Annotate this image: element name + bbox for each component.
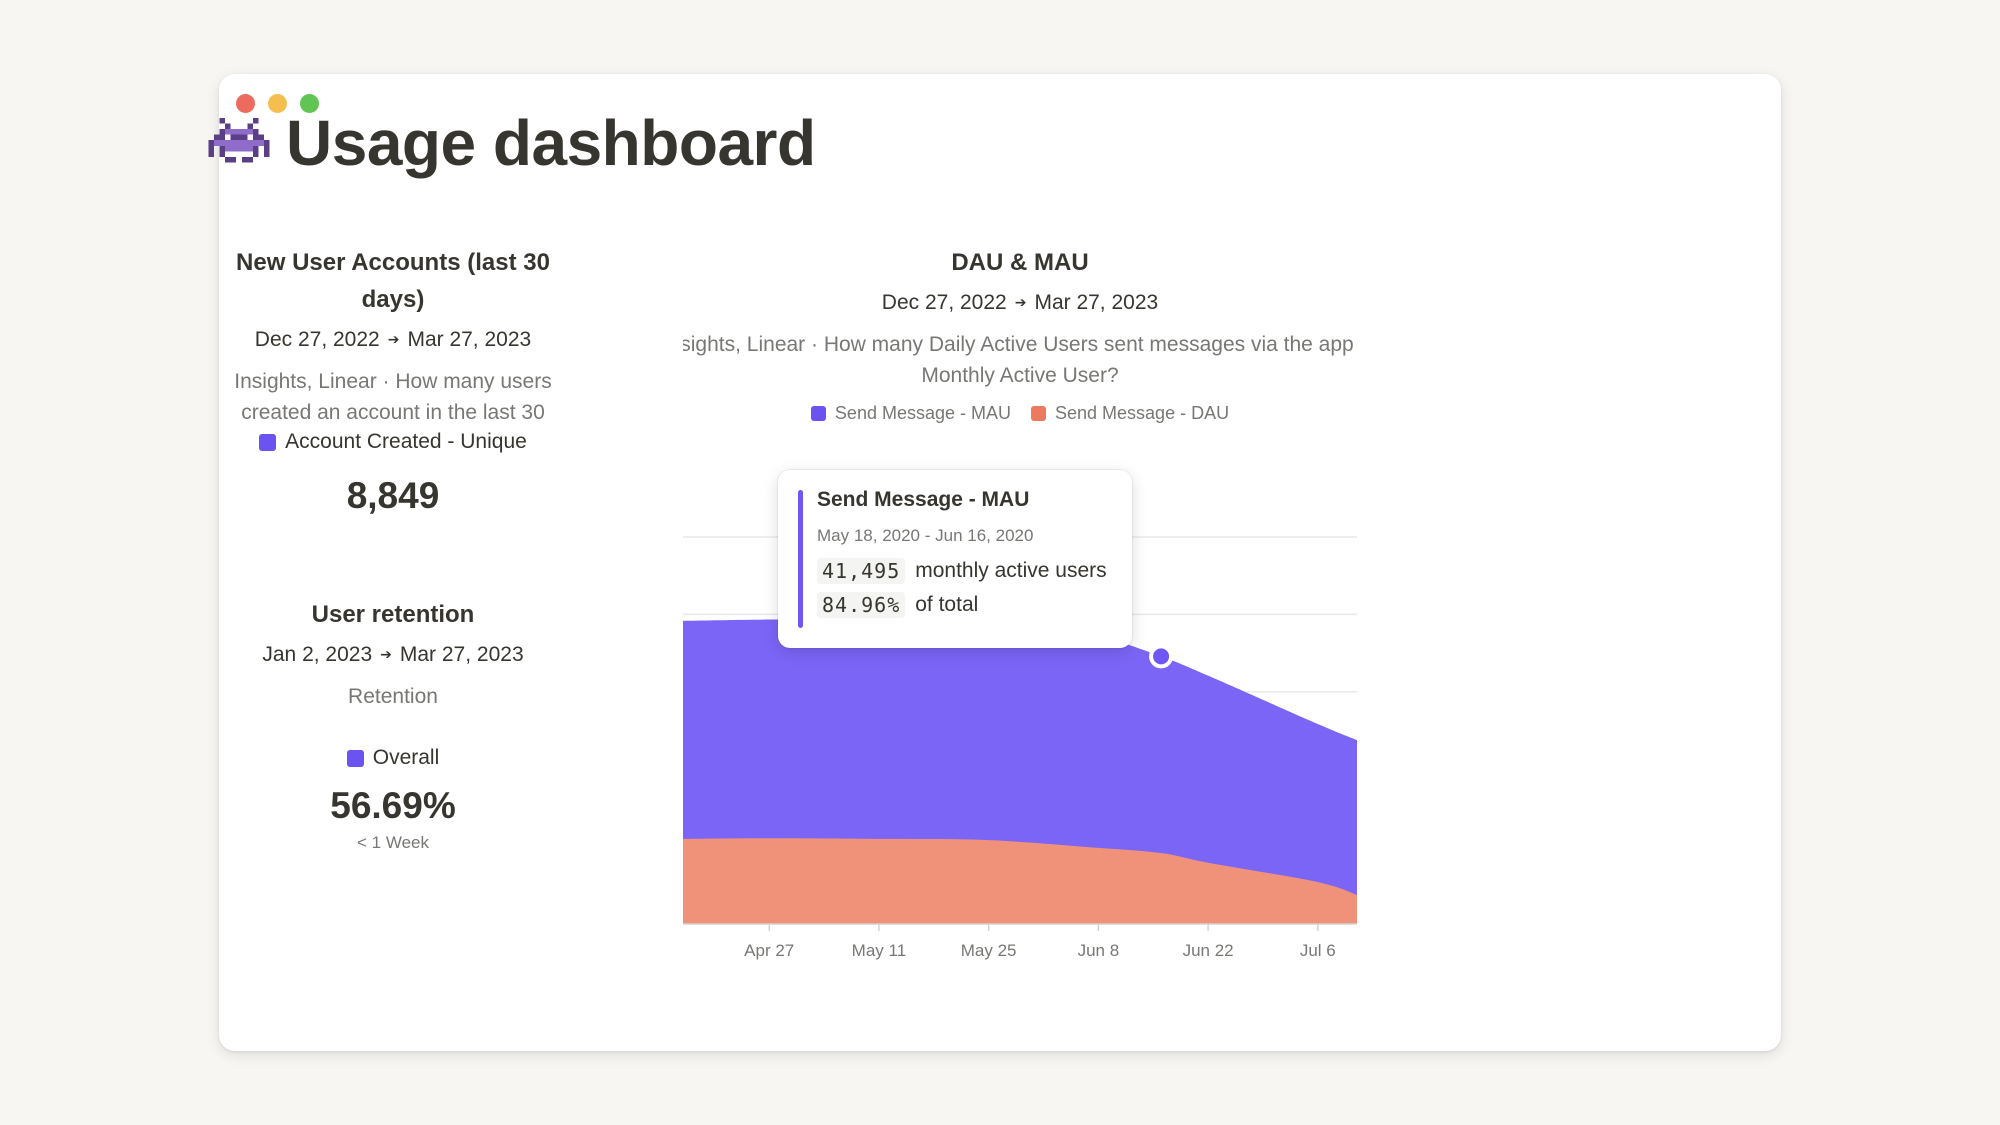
- new-users-legend: Account Created - Unique: [222, 430, 564, 457]
- x-tick-label: May 11: [852, 941, 907, 960]
- page-title-text: Usage dashboard: [286, 107, 816, 179]
- tooltip-date-range: May 18, 2020 - Jun 16, 2020: [817, 526, 1034, 545]
- tooltip-series-name: Send Message - MAU: [817, 488, 1030, 511]
- dau-mau-description: sights, Linear · How many Daily Active U…: [683, 329, 1357, 391]
- retention-date-range: Jan 2, 2023 ➔ Mar 27, 2023: [222, 643, 564, 667]
- dau-mau-title: DAU & MAU: [951, 249, 1089, 276]
- legend-label: Overall: [372, 746, 440, 769]
- tooltip-share-row: 84.96% of total: [817, 592, 978, 618]
- new-users-date-range: Dec 27, 2022 ➔ Mar 27, 2023: [222, 328, 564, 352]
- legend-swatch: [346, 749, 364, 767]
- description-line: created an account in the last 30: [241, 401, 545, 424]
- description-line: Monthly Active User?: [921, 364, 1119, 387]
- tooltip-share-label: of total: [915, 593, 979, 616]
- x-tick-label: May 25: [961, 941, 1017, 960]
- tooltip-value: 41,495: [817, 558, 906, 584]
- legend-swatch: [259, 433, 277, 451]
- hover-point-marker[interactable]: [1149, 644, 1174, 669]
- legend-swatch: [810, 406, 826, 421]
- legend-label: Send Message - DAU: [1055, 403, 1230, 423]
- date-start: Dec 27, 2022: [881, 291, 1007, 314]
- tooltip-value-label: monthly active users: [915, 559, 1107, 582]
- new-users-block: New User Accounts (last 30 days) Dec 27,…: [222, 244, 564, 517]
- x-tick-label: Jul 6: [1300, 941, 1336, 960]
- retention-block: User retention Jan 2, 2023 ➔ Mar 27, 2023 …: [222, 596, 564, 853]
- new-users-value: 8,849: [346, 474, 440, 516]
- tooltip-value-row: 41,495 monthly active users: [817, 558, 1107, 584]
- tooltip-share: 84.96%: [817, 592, 906, 618]
- legend-item-dau[interactable]: Send Message - DAU: [1031, 403, 1229, 424]
- description-line: Insights, Linear · How many users: [234, 370, 552, 393]
- date-start: Dec 27, 2022: [254, 328, 380, 351]
- retention-caption: < 1 Week: [357, 832, 429, 852]
- minimize-window-button[interactable]: [268, 94, 287, 113]
- arrow-right-icon: ➔: [387, 331, 400, 347]
- dau-mau-date-range: Dec 27, 2022 ➔ Mar 27, 2023: [683, 291, 1357, 315]
- retention-legend: Overall: [222, 746, 564, 773]
- new-users-title: New User Accounts (last 30 days): [236, 249, 550, 313]
- retention-title: User retention: [311, 601, 475, 628]
- description-line: sights, Linear · How many Daily Active U…: [683, 333, 1354, 356]
- arrow-right-icon: ➔: [380, 646, 392, 662]
- legend-label: Account Created - Unique: [285, 430, 527, 453]
- x-tick-label: Apr 27: [744, 941, 794, 960]
- dau-mau-block: DAU & MAU Dec 27, 2022 ➔ Mar 27, 2023 sigh…: [683, 244, 1357, 424]
- x-tick-label: Jun 8: [1078, 941, 1120, 960]
- date-end: Mar 27, 2023: [407, 328, 532, 351]
- chart-legend: Send Message - MAU Send Message - DAU: [683, 403, 1357, 424]
- area-series-dau: [683, 838, 1357, 924]
- legend-swatch: [1031, 406, 1046, 421]
- tooltip-series-bar: [798, 490, 803, 628]
- new-users-description: Insights, Linear · How many users create…: [222, 366, 564, 428]
- x-tick-label: Jun 22: [1183, 941, 1234, 960]
- legend-label: Send Message - MAU: [834, 403, 1011, 423]
- legend-item-mau[interactable]: Send Message - MAU: [810, 403, 1011, 424]
- date-end: Mar 27, 2023: [399, 643, 524, 666]
- arrow-right-icon: ➔: [1014, 294, 1027, 310]
- maximize-window-button[interactable]: [300, 94, 319, 113]
- date-start: Jan 2, 2023: [262, 643, 373, 666]
- close-window-button[interactable]: [236, 94, 255, 113]
- page-title: Usage dashboard: [208, 100, 816, 186]
- date-end: Mar 27, 2023: [1034, 291, 1159, 314]
- alien-monster-icon: [208, 118, 270, 168]
- chart-tooltip: Send Message - MAU May 18, 2020 - Jun 16…: [778, 470, 1132, 648]
- retention-subtitle: Retention: [348, 685, 438, 708]
- retention-value: 56.69%: [330, 784, 456, 826]
